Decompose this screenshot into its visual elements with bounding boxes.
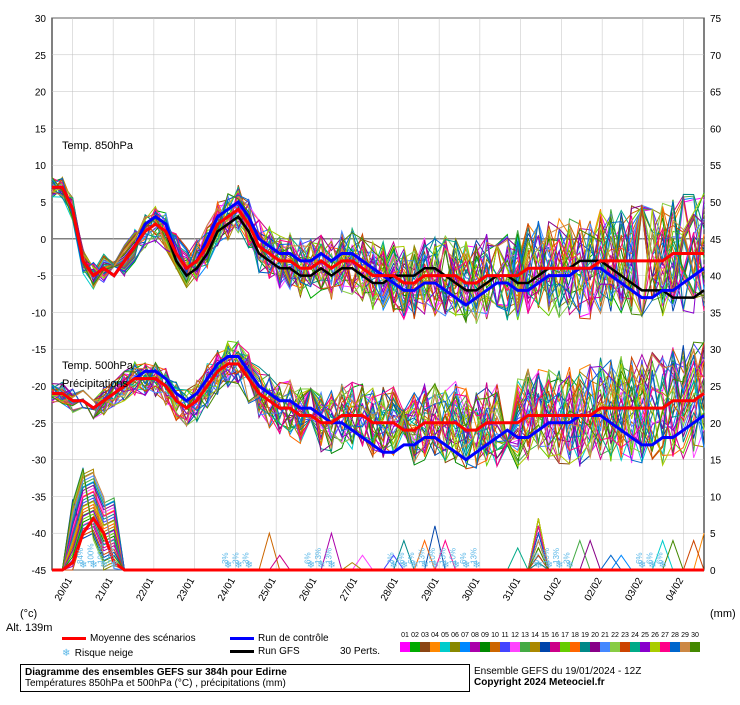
label-precip: Précipitations [62, 378, 128, 390]
legend-gfs-swatch [230, 650, 254, 653]
svg-text:02/02: 02/02 [583, 576, 605, 604]
svg-text:25: 25 [710, 382, 722, 393]
svg-text:0: 0 [40, 235, 46, 246]
footer-right: Ensemble GEFS du 19/01/2024 - 12Z Copyri… [470, 664, 728, 690]
svg-text:-40: -40 [32, 529, 47, 540]
svg-text:75: 75 [710, 14, 722, 25]
snowflake-icon: ❄ [62, 648, 72, 658]
svg-text:26/01: 26/01 [297, 576, 319, 604]
svg-text:10: 10 [35, 161, 47, 172]
legend-gfs: Run GFS [230, 646, 300, 657]
svg-text:20: 20 [35, 88, 47, 99]
svg-text:❄: ❄ [327, 560, 335, 571]
legend-perts: 30 Perts. [340, 646, 380, 657]
svg-text:30: 30 [35, 14, 47, 25]
svg-text:45: 45 [710, 235, 722, 246]
svg-text:❄: ❄ [110, 560, 118, 571]
svg-text:01/02: 01/02 [542, 576, 564, 604]
svg-text:-30: -30 [32, 456, 47, 467]
svg-text:-15: -15 [32, 345, 47, 356]
svg-text:0: 0 [710, 566, 716, 577]
svg-text:50: 50 [710, 198, 722, 209]
svg-text:60: 60 [710, 124, 722, 135]
svg-text:❄: ❄ [565, 560, 573, 571]
svg-text:5: 5 [40, 198, 46, 209]
footer-copyright: Copyright 2024 Meteociel.fr [474, 677, 605, 688]
svg-text:70: 70 [710, 51, 722, 62]
chart-container: -45 -40 -35 -30 -25 -20 -15 -10 -5 0 5 10 15 20 25 30 0 5… [0, 0, 740, 700]
chart-svg: -45 -40 -35 -30 -25 -20 -15 -10 -5 0 5 10 15 20 25 30 0 5… [0, 0, 740, 700]
svg-text:❄: ❄ [245, 560, 253, 571]
footer-title: Diagramme des ensembles GEFS sur 384h po… [25, 667, 287, 678]
left-axis-unit: (°c) [20, 608, 37, 620]
svg-text:-25: -25 [32, 419, 47, 430]
palette-numbers: 0102030405060708091011121314151617181920… [400, 632, 700, 639]
svg-text:29/01: 29/01 [420, 576, 442, 604]
footer-run-info: Ensemble GEFS du 19/01/2024 - 12Z [474, 666, 641, 677]
svg-text:25: 25 [35, 51, 47, 62]
svg-text:35: 35 [710, 308, 722, 319]
svg-text:27/01: 27/01 [338, 576, 360, 604]
altitude-label: Alt. 139m [6, 622, 52, 634]
svg-text:03/02: 03/02 [623, 576, 645, 604]
legend-mean: Moyenne des scénarios [62, 633, 196, 644]
svg-text:65: 65 [710, 88, 722, 99]
svg-text:-20: -20 [32, 382, 47, 393]
svg-text:-35: -35 [32, 492, 47, 503]
legend-snow: ❄ Risque neige [62, 648, 133, 659]
svg-text:55: 55 [710, 161, 722, 172]
legend-control: Run de contrôle [230, 633, 329, 644]
svg-text:-45: -45 [32, 566, 47, 577]
svg-text:30/01: 30/01 [460, 576, 482, 604]
svg-text:15: 15 [35, 124, 47, 135]
svg-text:31/01: 31/01 [501, 576, 523, 604]
footer-left: Diagramme des ensembles GEFS sur 384h po… [20, 664, 470, 692]
svg-text:04/02: 04/02 [664, 576, 686, 604]
svg-text:5: 5 [710, 529, 716, 540]
svg-text:❄: ❄ [472, 560, 480, 571]
label-temp850: Temp. 850hPa [62, 140, 133, 152]
svg-text:-5: -5 [37, 272, 46, 283]
svg-text:24/01: 24/01 [216, 576, 238, 604]
svg-text:40: 40 [710, 272, 722, 283]
svg-text:21/01: 21/01 [94, 576, 116, 604]
svg-text:❄: ❄ [659, 560, 667, 571]
svg-text:22/01: 22/01 [134, 576, 156, 604]
label-temp500: Temp. 500hPa [62, 360, 133, 372]
legend-mean-swatch [62, 637, 86, 640]
svg-text:10: 10 [710, 492, 722, 503]
svg-text:23/01: 23/01 [175, 576, 197, 604]
right-axis-unit: (mm) [710, 608, 736, 620]
svg-text:15: 15 [710, 456, 722, 467]
legend-control-swatch [230, 637, 254, 640]
footer-subtitle: Températures 850hPa et 500hPa (°C) , pré… [25, 678, 286, 689]
svg-text:25/01: 25/01 [257, 576, 279, 604]
svg-text:30: 30 [710, 345, 722, 356]
svg-text:20/01: 20/01 [53, 576, 75, 604]
svg-text:-10: -10 [32, 308, 47, 319]
palette-swatches [400, 642, 700, 652]
svg-text:20: 20 [710, 419, 722, 430]
svg-text:28/01: 28/01 [379, 576, 401, 604]
